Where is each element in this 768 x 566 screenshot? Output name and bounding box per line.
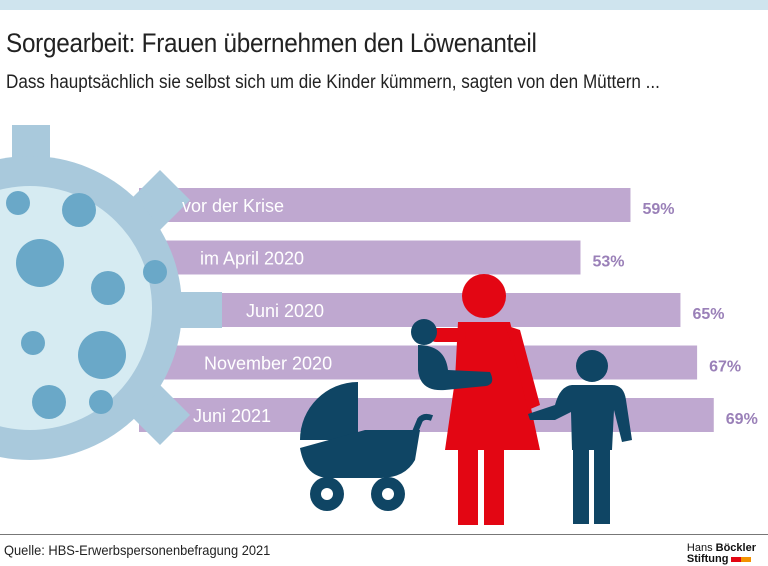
bar-1 — [139, 240, 581, 275]
value-label: 59% — [642, 201, 674, 218]
value-label: 69% — [726, 411, 758, 428]
chart-title: Sorgearbeit: Frauen übernehmen den Löwen… — [6, 28, 537, 58]
hans-boeckler-logo: Hans Böckler Stiftung — [686, 542, 756, 565]
value-label: 67% — [709, 359, 741, 376]
virus-dot — [91, 271, 125, 305]
virus-dot — [16, 239, 64, 287]
top-bar — [0, 0, 768, 10]
child-figure — [528, 350, 632, 524]
chart-subtitle: Dass hauptsächlich sie selbst sich um di… — [6, 72, 660, 93]
mother-figure — [430, 274, 540, 525]
category-label: im April 2020 — [200, 249, 304, 269]
bars-group — [139, 188, 714, 432]
category-label: November 2020 — [204, 354, 332, 374]
virus-illustration — [0, 125, 222, 460]
baby-figure — [411, 319, 493, 391]
value-label: 65% — [692, 306, 724, 323]
category-label: Juni 2021 — [193, 406, 271, 426]
value-label: 53% — [592, 254, 624, 271]
virus-dot — [78, 331, 126, 379]
family-illustration — [300, 274, 632, 525]
footer-divider — [0, 534, 768, 535]
category-label: vor der Krise — [182, 196, 284, 216]
category-label: Juni 2020 — [246, 301, 324, 321]
virus-dot — [143, 260, 167, 284]
virus-dot — [62, 193, 96, 227]
virus-dot — [32, 385, 66, 419]
virus-dot — [21, 331, 45, 355]
virus-dot — [6, 191, 30, 215]
bar-0 — [139, 188, 631, 222]
stroller-icon — [300, 382, 434, 511]
source-note: Quelle: HBS-Erwerbspersonenbefragung 202… — [4, 542, 271, 558]
virus-dot — [89, 390, 113, 414]
bar-2 — [139, 293, 681, 327]
